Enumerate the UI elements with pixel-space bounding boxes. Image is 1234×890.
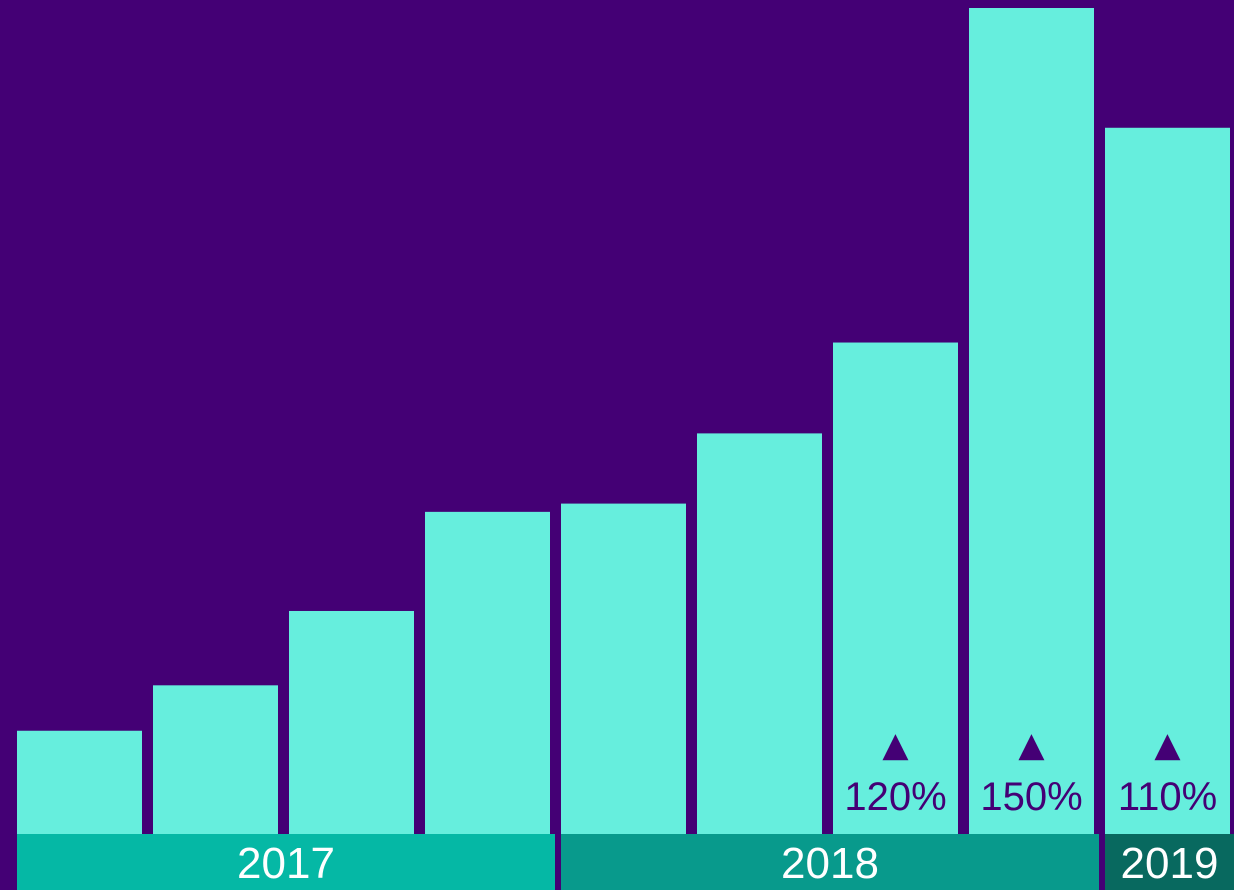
growth-arrow-icon: ▲ <box>1154 725 1181 765</box>
year-label: 2017 <box>237 839 335 888</box>
bar-2 <box>153 685 278 834</box>
growth-label: 110% <box>1118 775 1217 819</box>
year-band-2017 <box>17 834 555 890</box>
growth-label: 120% <box>844 775 946 819</box>
growth-labels-group: ▲ 120% ▲ 150% ▲ 110% <box>844 725 1217 819</box>
bar-3 <box>289 610 414 834</box>
year-label: 2019 <box>1121 839 1219 888</box>
bar-7 <box>833 342 958 834</box>
growth-arrow-icon: ▲ <box>1018 725 1045 765</box>
year-band-2018 <box>561 834 1099 890</box>
bar-5 <box>561 503 686 834</box>
year-band-2019 <box>1105 834 1234 890</box>
bar-6 <box>697 433 822 834</box>
bars-group <box>17 8 1230 834</box>
bar-4 <box>425 511 550 834</box>
bar-9 <box>1105 127 1230 834</box>
bar-1 <box>17 730 142 834</box>
year-label: 2018 <box>781 839 879 888</box>
growth-label: 150% <box>980 775 1082 819</box>
growth-arrow-icon: ▲ <box>882 725 909 765</box>
bar-8 <box>969 8 1094 834</box>
year-axis-group: 2017 2018 2019 <box>17 834 1234 890</box>
